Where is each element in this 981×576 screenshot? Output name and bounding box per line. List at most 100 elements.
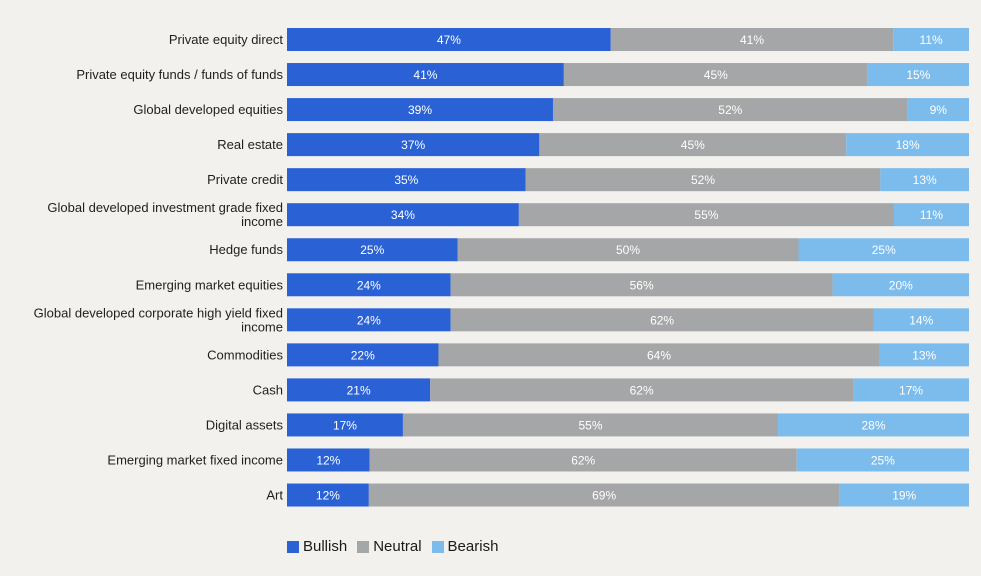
- data-label-neutral-global-developed-corporate-high-yield-fixed-income: 62%: [650, 313, 674, 327]
- category-label-digital-assets: Digital assets: [206, 417, 284, 432]
- bar-bullish-emerging-market-equities: [287, 273, 451, 297]
- data-label-bearish-emerging-market-fixed-income: 25%: [871, 453, 895, 467]
- bar-bullish-cash: [287, 378, 431, 402]
- bar-neutral-hedge-funds: [457, 238, 799, 262]
- data-label-neutral-art: 69%: [592, 489, 616, 503]
- bar-bearish-private-credit: [880, 168, 969, 192]
- data-label-bearish-cash: 17%: [899, 383, 923, 397]
- data-label-neutral-global-developed-equities: 52%: [718, 103, 742, 117]
- bar-neutral-global-developed-equities: [552, 98, 908, 122]
- data-label-bearish-global-developed-corporate-high-yield-fixed-income: 14%: [909, 313, 933, 327]
- bar-neutral-global-developed-investment-grade-fixed-income: [518, 203, 894, 227]
- bar-bullish-commodities: [287, 343, 439, 367]
- bar-bullish-private-equity-direct: [287, 28, 611, 51]
- bar-neutral-real-estate: [539, 133, 847, 157]
- category-label-cash: Cash: [253, 382, 283, 397]
- legend-swatch-bearish: [431, 540, 444, 553]
- bar-bearish-commodities: [879, 343, 969, 367]
- data-label-bearish-commodities: 13%: [912, 348, 936, 362]
- data-label-neutral-private-equity-funds-funds-of-funds: 45%: [704, 68, 728, 82]
- data-label-bullish-global-developed-investment-grade-fixed-income: 34%: [391, 208, 415, 222]
- data-label-bullish-commodities: 22%: [351, 348, 375, 362]
- data-label-neutral-emerging-market-equities: 56%: [630, 278, 654, 292]
- category-label-art: Art: [266, 488, 283, 503]
- legend-label-neutral: Neutral: [373, 538, 422, 555]
- category-label-emerging-market-fixed-income: Emerging market fixed income: [107, 452, 283, 467]
- bar-bearish-cash: [853, 378, 969, 402]
- bar-bearish-emerging-market-equities: [832, 273, 969, 297]
- data-label-neutral-global-developed-investment-grade-fixed-income: 55%: [694, 208, 718, 222]
- bar-neutral-private-credit: [525, 168, 881, 192]
- data-label-neutral-commodities: 64%: [647, 348, 671, 362]
- data-label-bullish-private-equity-funds-funds-of-funds: 41%: [413, 68, 437, 82]
- legend-item-bullish: Bullish: [287, 538, 347, 555]
- bar-bullish-private-equity-funds-funds-of-funds: [287, 63, 564, 87]
- bar-bearish-private-equity-funds-funds-of-funds: [867, 63, 969, 87]
- legend-label-bearish: Bearish: [447, 538, 499, 555]
- legend-item-bearish: Bearish: [431, 538, 499, 555]
- bar-bearish-global-developed-corporate-high-yield-fixed-income: [873, 308, 969, 332]
- category-label-global-developed-corporate-high-yield-fixed-income: Global developed corporate high yield fi…: [34, 305, 283, 334]
- data-label-neutral-private-equity-direct: 41%: [740, 33, 764, 47]
- bar-bearish-global-developed-equities: [907, 98, 969, 122]
- bar-bullish-private-credit: [287, 168, 526, 192]
- bar-bullish-art: [287, 483, 369, 507]
- data-label-bearish-private-credit: 13%: [913, 173, 937, 187]
- data-label-bullish-private-credit: 35%: [394, 173, 418, 187]
- bar-neutral-commodities: [438, 343, 880, 367]
- bar-bullish-hedge-funds: [287, 238, 458, 262]
- data-label-neutral-digital-assets: 55%: [578, 418, 602, 432]
- data-label-neutral-hedge-funds: 50%: [616, 243, 640, 257]
- bar-bullish-digital-assets: [287, 413, 403, 437]
- category-label-global-developed-investment-grade-fixed-income: Global developed investment grade fixed i…: [47, 200, 283, 229]
- data-label-bullish-global-developed-equities: 39%: [408, 103, 432, 117]
- bar-bearish-global-developed-investment-grade-fixed-income: [893, 203, 969, 227]
- data-label-neutral-cash: 62%: [630, 383, 654, 397]
- legend-swatch-neutral: [357, 540, 370, 553]
- bar-bullish-global-developed-equities: [287, 98, 553, 122]
- bar-neutral-digital-assets: [402, 413, 779, 437]
- bar-bearish-real-estate: [846, 133, 969, 157]
- bar-bearish-private-equity-direct: [893, 28, 969, 51]
- bar-bullish-global-developed-corporate-high-yield-fixed-income: [287, 308, 451, 332]
- data-label-bearish-hedge-funds: 25%: [872, 243, 896, 257]
- data-label-bullish-emerging-market-fixed-income: 12%: [316, 453, 340, 467]
- data-label-neutral-real-estate: 45%: [681, 138, 705, 152]
- category-label-commodities: Commodities: [207, 347, 283, 362]
- data-label-bearish-global-developed-investment-grade-fixed-income: 11%: [920, 208, 943, 222]
- bar-neutral-private-equity-funds-funds-of-funds: [563, 63, 868, 87]
- category-label-emerging-market-equities: Emerging market equities: [136, 277, 284, 292]
- data-label-bearish-art: 19%: [892, 489, 916, 503]
- data-label-bearish-emerging-market-equities: 20%: [889, 278, 913, 292]
- legend-item-neutral: Neutral: [357, 538, 422, 555]
- category-label-global-developed-equities: Global developed equities: [133, 102, 283, 117]
- legend-swatch-bullish: [287, 540, 299, 553]
- bar-bearish-art: [839, 483, 969, 507]
- category-label-private-equity-direct: Private equity direct: [169, 32, 284, 47]
- data-label-bullish-digital-assets: 17%: [333, 418, 357, 432]
- category-label-real-estate: Real estate: [217, 137, 283, 152]
- data-label-bearish-real-estate: 18%: [896, 138, 920, 152]
- bar-bearish-digital-assets: [778, 413, 969, 437]
- data-label-bearish-digital-assets: 28%: [862, 418, 886, 432]
- category-label-private-credit: Private credit: [207, 172, 283, 187]
- data-label-bullish-global-developed-corporate-high-yield-fixed-income: 24%: [357, 313, 381, 327]
- bar-bearish-emerging-market-fixed-income: [796, 448, 969, 472]
- chart-legend: Bullish Neutral Bearish: [287, 538, 498, 555]
- data-label-neutral-private-credit: 52%: [691, 173, 715, 187]
- data-label-bearish-global-developed-equities: 9%: [930, 103, 948, 117]
- data-label-bullish-emerging-market-equities: 24%: [357, 278, 381, 292]
- category-label-private-equity-funds-funds-of-funds: Private equity funds / funds of funds: [76, 67, 283, 82]
- bar-neutral-emerging-market-fixed-income: [369, 448, 797, 472]
- bar-bullish-real-estate: [287, 133, 540, 157]
- legend-label-bullish: Bullish: [303, 538, 348, 555]
- data-label-bullish-real-estate: 37%: [401, 138, 425, 152]
- data-label-bearish-private-equity-direct: 11%: [920, 33, 943, 47]
- bar-neutral-art: [368, 483, 840, 507]
- bar-bearish-hedge-funds: [798, 238, 969, 262]
- data-label-bearish-private-equity-funds-funds-of-funds: 15%: [906, 68, 930, 82]
- data-label-bullish-private-equity-direct: 47%: [437, 33, 461, 47]
- data-label-bullish-hedge-funds: 25%: [360, 243, 384, 257]
- stacked-bar-chart: Private equity direct 47% 41% 11% Private eq…: [34, 28, 969, 507]
- bar-neutral-private-equity-direct: [610, 28, 894, 51]
